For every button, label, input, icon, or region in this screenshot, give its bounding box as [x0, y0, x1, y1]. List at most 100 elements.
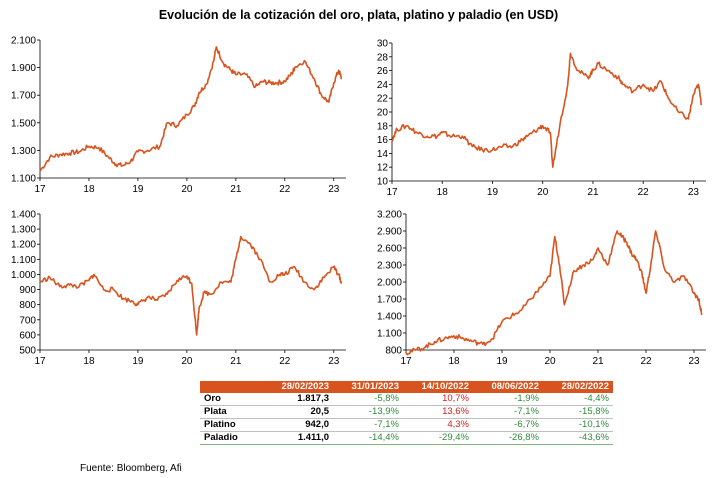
table-row: Paladio 1.411,0 -14,4% -29,4% -26,8% -43…	[200, 431, 613, 445]
y-tick-label: 26	[377, 66, 389, 77]
x-tick-label: 17	[34, 184, 46, 195]
y-tick-label: 1.500	[11, 118, 36, 129]
x-tick-label: 21	[587, 187, 599, 198]
y-tick-label: 1.300	[11, 225, 36, 236]
change-cell: -43,6%	[543, 431, 613, 445]
x-tick-label: 18	[437, 187, 449, 198]
x-tick-label: 19	[132, 184, 144, 195]
y-tick-label: 1.900	[11, 63, 36, 74]
change-cell: -26,8%	[473, 431, 543, 445]
change-cell: 4,3%	[403, 418, 473, 432]
y-tick-label: 500	[19, 346, 36, 357]
x-tick-label: 19	[487, 187, 499, 198]
y-tick-label: 1.200	[11, 240, 36, 251]
y-tick-label: 2.000	[377, 278, 402, 289]
y-tick-label: 1.400	[377, 312, 402, 323]
table-header-cell	[200, 381, 263, 393]
x-tick-label: 19	[132, 356, 144, 367]
y-tick-label: 24	[377, 80, 389, 91]
x-tick-label: 22	[279, 356, 291, 367]
price-change-table: 28/02/2023 31/01/2023 14/10/2022 08/06/2…	[200, 381, 613, 445]
x-tick-label: 23	[688, 356, 700, 367]
change-cell: -29,4%	[403, 431, 473, 445]
table-row: Platino 942,0 -7,1% 4,3% -6,7% -10,1%	[200, 418, 613, 432]
metal-name: Oro	[200, 393, 263, 406]
y-tick-label: 2.100	[11, 36, 36, 47]
table-header-cell: 28/02/2023	[263, 381, 333, 393]
chart-palladium-panel: 800 1.100 1.400 1.700 2.000 2.300 2.600 2.900 3.…	[358, 200, 717, 370]
series-line	[405, 230, 703, 356]
y-tick-label: 700	[19, 315, 36, 326]
change-cell: -15,8%	[543, 405, 613, 419]
y-tick-label: 28	[377, 52, 389, 63]
y-tick-label: 2.300	[377, 261, 402, 272]
x-tick-label: 17	[386, 187, 398, 198]
x-tick-label: 21	[230, 184, 242, 195]
chart-silver: 10 12 14 16 18 20 22 24 26 28 30 17 18 19 20 21 22 23	[377, 39, 706, 198]
chart-platinum-panel: 500 600 700 800 900 1.000 1.100 1.200 1.300 1.400…	[0, 200, 358, 370]
change-cell: -1,9%	[473, 393, 543, 406]
chart-gold: 1.100 1.300 1.500 1.700 1.900 2.100 17 18 19 20 21…	[11, 36, 346, 195]
table-header-cell: 31/01/2023	[333, 381, 403, 393]
x-tick-label: 20	[544, 356, 556, 367]
chart-gold-panel: 1.100 1.300 1.500 1.700 1.900 2.100 17 18 19 20 21…	[0, 30, 358, 200]
change-cell: -10,1%	[543, 418, 613, 432]
x-tick-label: 23	[328, 356, 340, 367]
change-cell: -7,1%	[473, 405, 543, 419]
x-tick-label: 22	[638, 187, 650, 198]
y-tick-label: 10	[377, 177, 389, 188]
y-tick-label: 14	[377, 149, 389, 160]
x-tick-label: 18	[448, 356, 460, 367]
table-header-cell: 08/06/2022	[473, 381, 543, 393]
x-tick-label: 23	[328, 184, 340, 195]
chart-platinum: 500 600 700 800 900 1.000 1.100 1.200 1.300 1.400…	[11, 210, 346, 367]
y-tick-label: 1.700	[11, 91, 36, 102]
y-tick-label: 1.300	[11, 146, 36, 157]
x-tick-label: 22	[640, 356, 652, 367]
y-tick-label: 1.400	[11, 210, 36, 221]
page-title: Evolución de la cotización del oro, plat…	[158, 8, 559, 22]
table-header-cell: 14/10/2022	[403, 381, 473, 393]
y-tick-label: 2.600	[377, 244, 402, 255]
chart-palladium: 800 1.100 1.400 1.700 2.000 2.300 2.600 2.900 3.…	[377, 210, 706, 367]
x-tick-label: 17	[34, 356, 46, 367]
y-tick-label: 3.200	[377, 210, 402, 221]
y-tick-label: 20	[377, 108, 389, 119]
y-tick-label: 22	[377, 94, 389, 105]
x-tick-label: 22	[279, 184, 291, 195]
metal-name: Paladio	[200, 431, 263, 445]
metal-price: 20,5	[263, 405, 333, 419]
table-row: Oro 1.817,3 -5,8% 10,7% -1,9% -4,4%	[200, 393, 613, 406]
y-tick-label: 30	[377, 39, 389, 50]
metal-name: Plata	[200, 405, 263, 419]
x-tick-label: 21	[230, 356, 242, 367]
y-tick-label: 1.100	[377, 329, 402, 340]
source-note: Fuente: Bloomberg, Afi	[80, 463, 182, 474]
change-cell: -4,4%	[543, 393, 613, 406]
change-cell: -13,9%	[333, 405, 403, 419]
y-tick-label: 12	[377, 163, 389, 174]
metal-price: 942,0	[263, 418, 333, 432]
x-tick-label: 21	[592, 356, 604, 367]
metal-name: Platino	[200, 418, 263, 432]
table-row: Plata 20,5 -13,9% 13,6% -7,1% -15,8%	[200, 405, 613, 419]
change-cell: -5,8%	[333, 393, 403, 406]
change-cell: -14,4%	[333, 431, 403, 445]
change-cell: 13,6%	[403, 405, 473, 419]
y-tick-label: 800	[19, 300, 36, 311]
x-tick-label: 20	[181, 356, 193, 367]
metal-price: 1.411,0	[263, 431, 333, 445]
x-tick-label: 19	[496, 356, 508, 367]
y-tick-label: 1.000	[11, 270, 36, 281]
table-header-row: 28/02/2023 31/01/2023 14/10/2022 08/06/2…	[200, 381, 613, 393]
series-line	[39, 46, 342, 172]
y-tick-label: 1.100	[11, 255, 36, 266]
series-line	[39, 235, 343, 336]
x-tick-label: 18	[83, 356, 95, 367]
x-tick-label: 20	[181, 184, 193, 195]
y-tick-label: 900	[19, 285, 36, 296]
y-tick-label: 600	[19, 330, 36, 341]
y-tick-label: 16	[377, 135, 389, 146]
change-cell: -7,1%	[333, 418, 403, 432]
x-tick-label: 18	[83, 184, 95, 195]
